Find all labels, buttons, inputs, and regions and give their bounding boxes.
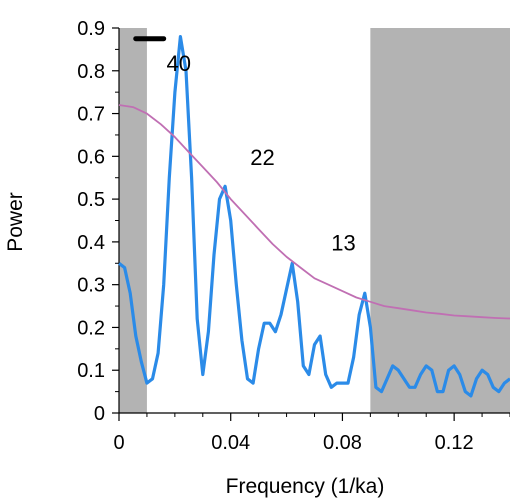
y-tick-label: 0.7 [77, 104, 105, 126]
peak-label: 40 [166, 51, 190, 76]
y-axis-title: Power [4, 192, 27, 252]
shaded-regions [119, 28, 510, 413]
x-tick-label: 0.04 [211, 432, 250, 454]
y-tick-label: 0.2 [77, 317, 105, 339]
peak-label: 22 [250, 145, 274, 170]
shaded-region-0 [119, 28, 147, 413]
series-line-1 [118, 104, 510, 320]
x-tick-label: 0.12 [435, 432, 474, 454]
y-tick-label: 0.8 [77, 61, 105, 83]
x-tick-label: 0 [113, 432, 124, 454]
series-group [118, 35, 510, 398]
y-tick-label: 0.5 [77, 189, 105, 211]
peak-label: 13 [331, 230, 355, 255]
y-tick-label: 0.4 [77, 232, 105, 254]
y-tick-label: 0.1 [77, 360, 105, 382]
axes: 0 0.1 0.2 0.3 0.4 0.5 0.6 0.7 0.8 0.9 0 0.04 0.08 0.1… [77, 18, 510, 454]
y-tick-label: 0.3 [77, 275, 105, 297]
annotations: 40 22 13 [133, 36, 356, 255]
y-tick-label: 0.6 [77, 146, 105, 168]
y-tick-label: 0.9 [77, 18, 105, 40]
shaded-region-1 [370, 28, 510, 413]
x-tick-label: 0.08 [323, 432, 362, 454]
series-line-0 [118, 35, 510, 398]
y-tick-label: 0 [94, 403, 105, 425]
x-axis-title: Frequency (1/ka) [226, 475, 385, 498]
